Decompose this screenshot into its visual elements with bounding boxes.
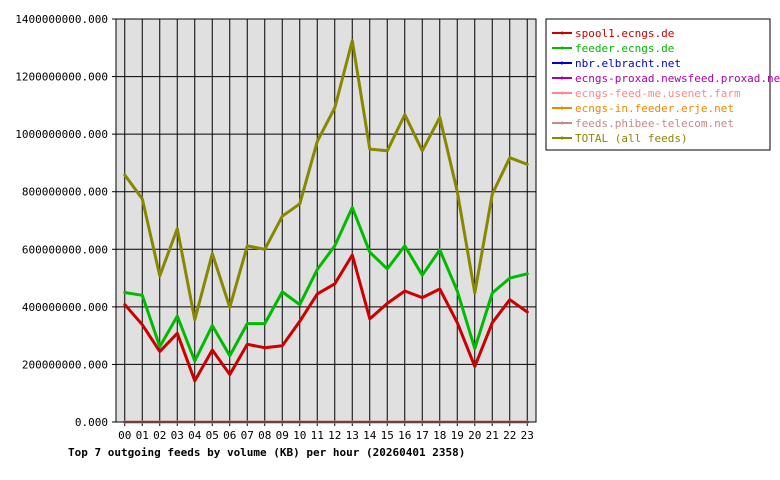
x-tick-label: 09 [276,429,289,442]
y-tick-label: 1200000000.000 [15,71,108,84]
x-tick-label: 22 [503,429,516,442]
y-tick-label: 1000000000.000 [15,128,108,141]
y-tick-label: 400000000.000 [22,301,108,314]
x-tick-label: 19 [451,429,464,442]
y-tick-label: 600000000.000 [22,243,108,256]
series-line [123,39,529,322]
legend-marker [560,91,564,95]
legend: spool1.ecngs.de feeder.ecngs.de nbr.elbrac… [545,18,780,151]
x-tick-label: 01 [136,429,149,442]
x-tick-label: 08 [258,429,271,442]
x-tick-label: 17 [416,429,429,442]
x-tick-label: 03 [171,429,184,442]
x-tick-label: 04 [188,429,202,442]
y-axis-ticks: 0.000 200000000.000 400000000.000 600000000… [15,13,116,429]
legend-label: ecngs-proxad.newsfeed.proxad.net [575,72,780,85]
x-tick-label: 07 [241,429,254,442]
legend-marker [560,31,564,35]
x-tick-label: 10 [293,429,306,442]
legend-label: TOTAL (all feeds) [575,132,688,145]
x-axis-ticks: 00 01 02 03 04 05 06 07 08 09 10 11 12 13 14 15 16 17 18 19… [118,422,534,442]
legend-label: ecngs-in.feeder.erje.net [575,102,734,115]
series-line [123,206,529,363]
legend-label: nbr.elbracht.net [575,57,681,70]
legend-label: feeds.phibee-telecom.net [575,117,734,130]
grid-lines [116,18,536,423]
legend-box [545,18,771,151]
x-tick-label: 20 [468,429,481,442]
y-tick-label: 800000000.000 [22,186,108,199]
legend-label: ecngs-feed-me.usenet.farm [575,87,741,100]
x-tick-label: 15 [381,429,394,442]
x-tick-label: 21 [486,429,499,442]
x-tick-label: 12 [328,429,341,442]
x-tick-label: 13 [346,429,359,442]
x-tick-label: 06 [223,429,236,442]
series-line [123,253,529,383]
x-tick-label: 11 [311,429,324,442]
y-tick-label: 0.000 [75,416,108,429]
x-tick-label: 00 [118,429,131,442]
y-tick-label: 1400000000.000 [15,13,108,26]
x-tick-label: 23 [521,429,534,442]
legend-label: feeder.ecngs.de [575,42,674,55]
legend-label: spool1.ecngs.de [575,27,674,40]
legend-marker [560,121,564,125]
x-tick-label: 14 [363,429,377,442]
x-tick-label: 02 [153,429,166,442]
legend-marker [560,76,564,80]
chart-title: Top 7 outgoing feeds by volume (KB) per … [68,446,465,459]
x-tick-label: 05 [206,429,219,442]
y-tick-label: 200000000.000 [22,358,108,371]
x-tick-label: 16 [398,429,411,442]
legend-marker [560,106,564,110]
legend-marker [560,136,564,140]
legend-marker [560,46,564,50]
plot-border [115,18,537,423]
legend-marker [560,61,564,65]
x-tick-label: 18 [433,429,446,442]
